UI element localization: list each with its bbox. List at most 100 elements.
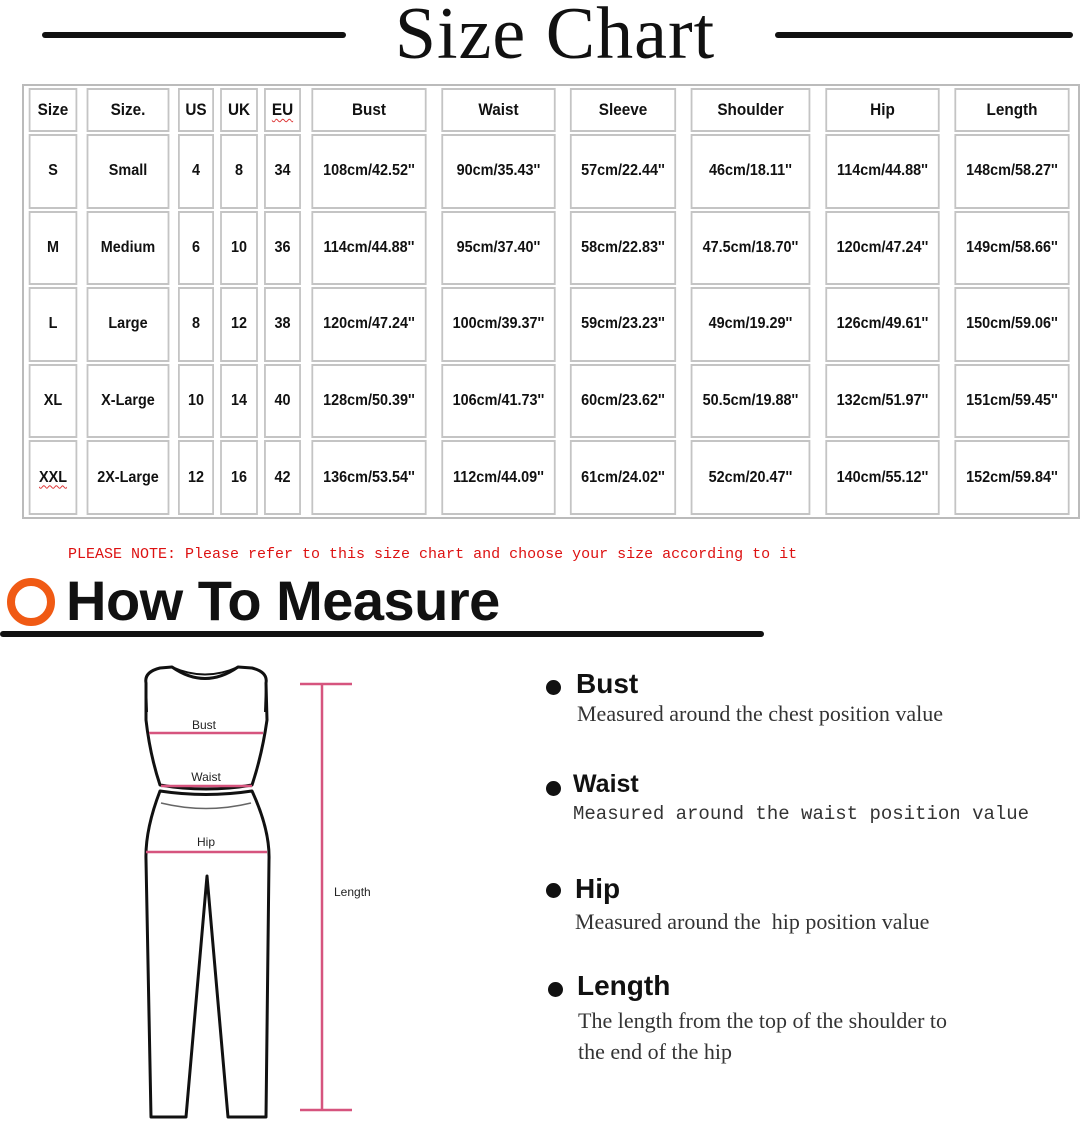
table-cell: 126cm/49.61'': [825, 287, 940, 362]
orange-ring-icon: [7, 578, 55, 626]
table-cell: 40: [264, 363, 301, 439]
table-cell: Large: [86, 287, 170, 362]
size-note: PLEASE NOTE: Please refer to this size c…: [68, 546, 798, 563]
table-row: M Medium 6 10 36 114cm/44.88'' 95cm/37.40'' 58c…: [26, 210, 1076, 286]
table-cell: 58cm/22.83'': [569, 210, 677, 286]
table-cell: 150cm/59.06'': [954, 287, 1070, 362]
column-header: Length: [954, 88, 1070, 132]
table-cell: 10: [178, 363, 214, 439]
measurement-figure: Bust Waist Hip Length: [144, 665, 371, 1119]
table-cell: Medium: [86, 210, 170, 286]
table-cell: 95cm/37.40'': [441, 210, 556, 286]
table-cell: X-Large: [86, 363, 170, 439]
column-header: Size: [28, 88, 78, 132]
table-cell: L: [28, 287, 78, 362]
measure-desc-line2: the end of the hip: [578, 1039, 732, 1064]
table-cell: 60cm/23.62'': [569, 363, 677, 439]
table-cell: 112cm/44.09'': [441, 440, 556, 515]
table-cell: 38: [264, 287, 301, 362]
table-cell: 108cm/42.52'': [311, 134, 427, 209]
page-title: Size Chart: [394, 0, 716, 75]
table-cell: 140cm/55.12'': [825, 440, 940, 515]
measure-desc: Measured around the chest position value: [577, 701, 943, 726]
how-to-measure-heading: How To Measure: [66, 569, 500, 632]
title-rule-right: [775, 32, 1073, 38]
table-cell: 120cm/47.24'': [311, 287, 427, 362]
measure-title: Length: [577, 970, 671, 1001]
waistband: [160, 802, 252, 810]
figure-label-hip: Hip: [197, 835, 215, 849]
table-cell: 128cm/50.39'': [311, 363, 427, 439]
table-cell: 57cm/22.44'': [569, 134, 677, 209]
table-row: XL X-Large 10 14 40 128cm/50.39'' 106cm/41.73'…: [26, 363, 1076, 439]
table-cell: XXL: [28, 440, 78, 515]
table-cell: 151cm/59.45'': [954, 363, 1070, 439]
leggings-outline: [144, 789, 271, 1119]
table-cell: 46cm/18.11'': [690, 134, 811, 209]
table-cell: 59cm/23.23'': [569, 287, 677, 362]
table-cell: 100cm/39.37'': [441, 287, 556, 362]
measure-title: Hip: [575, 873, 621, 904]
table-cell: Small: [86, 134, 170, 209]
column-header: Bust: [311, 88, 427, 132]
table-cell: 148cm/58.27'': [954, 134, 1070, 209]
table-cell: 149cm/58.66'': [954, 210, 1070, 286]
table-cell: 114cm/44.88'': [825, 134, 940, 209]
measure-title: Bust: [576, 668, 639, 699]
table-cell: S: [28, 134, 78, 209]
column-header: Size.: [86, 88, 170, 132]
table-cell: 12: [220, 287, 258, 362]
figure-label-length: Length: [334, 885, 371, 899]
table-row: L Large 8 12 38 120cm/47.24'' 100cm/39.37'' 59c…: [26, 287, 1076, 362]
table-cell: 136cm/53.54'': [311, 440, 427, 515]
table-cell: 14: [220, 363, 258, 439]
table-cell: 120cm/47.24'': [825, 210, 940, 286]
table-cell: 34: [264, 134, 301, 209]
measure-title: Waist: [573, 770, 639, 798]
column-header: Shoulder: [690, 88, 811, 132]
measure-desc: The length from the top of the shoulder …: [578, 1008, 948, 1033]
table-cell: 10: [220, 210, 258, 286]
table-cell: 36: [264, 210, 301, 286]
table-cell: 152cm/59.84'': [954, 440, 1070, 515]
title-rule-left: [42, 32, 346, 38]
column-header: Hip: [825, 88, 940, 132]
bullet-icon: [548, 982, 563, 997]
table-cell: 8: [178, 287, 214, 362]
heading-underline: [0, 631, 764, 637]
table-cell: XL: [28, 363, 78, 439]
table-cell: 114cm/44.88'': [311, 210, 427, 286]
table-cell: M: [28, 210, 78, 286]
table-cell: 8: [220, 134, 258, 209]
column-header: UK: [220, 88, 258, 132]
size-chart-table: Size Size. US UK EU Bust Waist Sleeve Shoulder Hi…: [22, 84, 1080, 519]
table-cell: 132cm/51.97'': [825, 363, 940, 439]
table-cell: 4: [178, 134, 214, 209]
measure-desc: Measured around the hip position value: [575, 909, 930, 934]
column-header: US: [178, 88, 214, 132]
table-cell: 49cm/19.29'': [690, 287, 811, 362]
column-header: Waist: [441, 88, 556, 132]
table-row: XXL 2X-Large 12 16 42 136cm/53.54'' 112cm/44.0…: [26, 440, 1076, 515]
figure-label-bust: Bust: [192, 718, 217, 732]
table-cell: 2X-Large: [86, 440, 170, 515]
table-cell: 12: [178, 440, 214, 515]
armhole-right: [264, 682, 267, 713]
armhole-left: [145, 682, 148, 713]
table-header-row: Size Size. US UK EU Bust Waist Sleeve Shoulder Hi…: [26, 88, 1076, 132]
table-cell: 42: [264, 440, 301, 515]
table-row: S Small 4 8 34 108cm/42.52'' 90cm/35.43'' 57cm/…: [26, 134, 1076, 209]
neckline: [171, 666, 239, 676]
table-cell: 52cm/20.47'': [690, 440, 811, 515]
column-header: EU: [264, 88, 301, 132]
bullet-icon: [546, 781, 561, 796]
table-cell: 50.5cm/19.88'': [690, 363, 811, 439]
table-cell: 47.5cm/18.70'': [690, 210, 811, 286]
table-cell: 90cm/35.43'': [441, 134, 556, 209]
figure-label-waist: Waist: [191, 770, 221, 784]
table-cell: 61cm/24.02'': [569, 440, 677, 515]
column-header: Sleeve: [569, 88, 677, 132]
measure-desc: Measured around the waist position value: [573, 803, 1030, 825]
table-cell: 6: [178, 210, 214, 286]
table-cell: 16: [220, 440, 258, 515]
